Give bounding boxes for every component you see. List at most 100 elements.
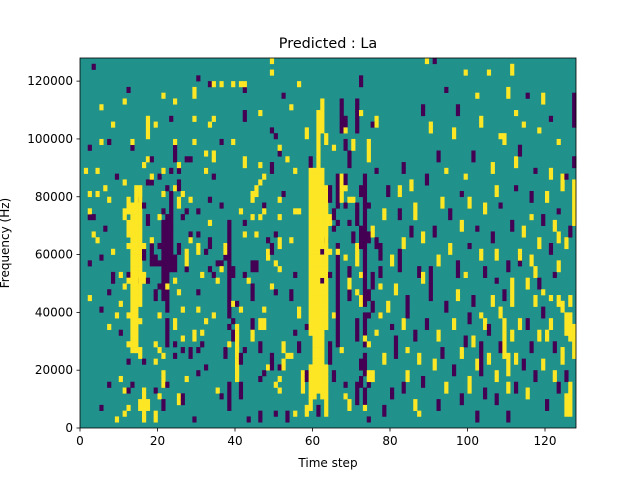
heatmap-cell-high bbox=[122, 283, 127, 290]
heatmap-cell-high bbox=[320, 295, 325, 302]
heatmap-cell-high bbox=[316, 225, 321, 232]
heatmap-cell-high bbox=[153, 358, 158, 365]
heatmap-cell-low bbox=[161, 237, 166, 244]
heatmap-cell-high bbox=[281, 358, 286, 365]
heatmap-cell-low bbox=[227, 219, 232, 226]
heatmap-cell-low bbox=[223, 347, 228, 354]
heatmap-cell-high bbox=[161, 370, 166, 377]
heatmap-cell-low bbox=[250, 260, 255, 267]
heatmap-cell-low bbox=[161, 404, 166, 411]
heatmap-cell-low bbox=[107, 381, 112, 388]
heatmap-cell-low bbox=[355, 214, 360, 221]
heatmap-cell-high bbox=[316, 121, 321, 128]
heatmap-cell-high bbox=[572, 341, 577, 348]
heatmap-cell-low bbox=[161, 295, 166, 302]
y-tick-label: 80000 bbox=[35, 190, 73, 204]
heatmap-cell-high bbox=[475, 358, 480, 365]
heatmap-cell-high bbox=[320, 260, 325, 267]
heatmap-cell-high bbox=[111, 248, 116, 255]
heatmap-cell-high bbox=[250, 329, 255, 336]
heatmap-cell-high bbox=[126, 243, 131, 250]
heatmap-cell-low bbox=[564, 173, 569, 180]
heatmap-cell-high bbox=[312, 254, 317, 261]
heatmap-cell-low bbox=[362, 277, 368, 284]
heatmap-cell-high bbox=[126, 202, 131, 209]
heatmap-cell-high bbox=[312, 243, 317, 250]
heatmap-cell-high bbox=[312, 248, 317, 255]
heatmap-cell-high bbox=[568, 404, 573, 411]
heatmap-cell-low bbox=[359, 81, 364, 88]
heatmap-cell-high bbox=[126, 277, 131, 284]
heatmap-cell-low bbox=[502, 289, 507, 296]
heatmap-cell-low bbox=[161, 289, 166, 296]
heatmap-cell-high bbox=[316, 358, 321, 365]
heatmap-cell-high bbox=[262, 323, 267, 331]
heatmap-cell-high bbox=[215, 277, 220, 284]
heatmap-cell-low bbox=[165, 185, 170, 192]
heatmap-cell-high bbox=[316, 162, 321, 169]
heatmap-cell-low bbox=[285, 416, 290, 423]
heatmap-cell-high bbox=[316, 214, 321, 221]
heatmap-cell-low bbox=[165, 248, 170, 255]
heatmap-cell-high bbox=[138, 214, 143, 221]
heatmap-cell-low bbox=[424, 318, 430, 325]
heatmap-cell-low bbox=[390, 393, 395, 400]
heatmap-cell-high bbox=[235, 375, 240, 383]
heatmap-cell-high bbox=[324, 318, 329, 325]
heatmap-cell-high bbox=[312, 173, 317, 180]
heatmap-cell-high bbox=[134, 190, 139, 198]
heatmap-cell-high bbox=[134, 277, 139, 284]
heatmap-cell-low bbox=[572, 156, 577, 163]
heatmap-cell-low bbox=[145, 179, 151, 186]
heatmap-cell-low bbox=[359, 381, 364, 388]
heatmap-cell-high bbox=[130, 138, 135, 146]
heatmap-cell-high bbox=[351, 196, 356, 203]
heatmap-cell-high bbox=[312, 335, 317, 342]
heatmap-cell-high bbox=[289, 237, 294, 244]
heatmap-cell-high bbox=[572, 347, 577, 354]
heatmap-cell-low bbox=[165, 271, 170, 278]
heatmap-cell-low bbox=[390, 323, 395, 331]
heatmap-cell-high bbox=[316, 295, 321, 302]
heatmap-cell-low bbox=[490, 231, 495, 238]
heatmap-cell-low bbox=[444, 306, 449, 313]
heatmap-cell-low bbox=[339, 104, 344, 111]
heatmap-cell-low bbox=[157, 243, 162, 250]
heatmap-cell-low bbox=[238, 381, 244, 388]
heatmap-cell-high bbox=[572, 202, 577, 209]
heatmap-cell-high bbox=[277, 196, 282, 203]
heatmap-cell-low bbox=[355, 121, 360, 128]
heatmap-cell-high bbox=[552, 370, 557, 377]
heatmap-cell-high bbox=[176, 162, 182, 169]
heatmap-cell-high bbox=[316, 375, 321, 383]
heatmap-cell-high bbox=[145, 121, 151, 128]
heatmap-cell-low bbox=[455, 110, 461, 117]
heatmap-cell-high bbox=[537, 243, 542, 250]
heatmap-cell-high bbox=[494, 248, 499, 255]
axes-frame bbox=[79, 57, 577, 429]
heatmap-cell-low bbox=[145, 219, 151, 226]
heatmap-cell-low bbox=[421, 110, 426, 117]
heatmap-cell-high bbox=[308, 208, 313, 215]
heatmap-cell-high bbox=[204, 150, 209, 157]
heatmap-cell-low bbox=[184, 208, 189, 215]
heatmap-cell-high bbox=[138, 260, 143, 267]
heatmap-cell-low bbox=[335, 173, 340, 180]
heatmap-cell-low bbox=[277, 364, 282, 371]
heatmap-cell-high bbox=[238, 81, 244, 88]
heatmap-cell-low bbox=[436, 399, 441, 406]
heatmap-cell-high bbox=[138, 237, 143, 244]
heatmap-cell-low bbox=[161, 225, 166, 232]
heatmap-cell-high bbox=[324, 289, 329, 296]
heatmap-cell-high bbox=[312, 329, 317, 336]
heatmap-cell-low bbox=[362, 219, 368, 226]
heatmap-cell-low bbox=[343, 115, 348, 122]
heatmap-cell-high bbox=[564, 318, 569, 325]
heatmap-cell-high bbox=[312, 185, 317, 192]
heatmap-cell-low bbox=[335, 260, 340, 267]
heatmap-cell-high bbox=[502, 352, 507, 359]
heatmap-cell-low bbox=[173, 260, 178, 267]
heatmap-cell-low bbox=[250, 318, 255, 325]
heatmap-cell-low bbox=[173, 341, 178, 348]
heatmap-cell-high bbox=[308, 364, 313, 371]
